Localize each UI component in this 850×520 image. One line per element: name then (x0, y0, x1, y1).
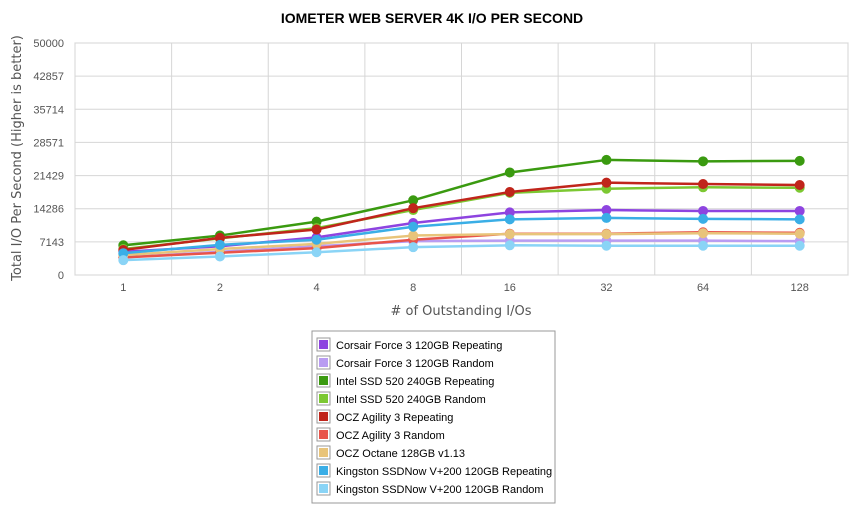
data-point (504, 167, 515, 178)
series-line (123, 231, 800, 257)
legend-swatch (319, 484, 328, 493)
data-point (504, 229, 515, 240)
data-point (214, 239, 225, 250)
y-tick-labels: 0 7143 14286 21429 28571 35714 42857 50000 (33, 38, 64, 282)
y-tick-label: 42857 (33, 71, 64, 83)
data-point (504, 240, 515, 251)
y-tick-label: 50000 (33, 38, 64, 50)
y-tick-label: 14286 (33, 204, 64, 216)
data-point (504, 214, 515, 225)
legend-swatch (319, 358, 328, 367)
legend-item: OCZ Octane 128GB v1.13 (316, 445, 465, 460)
legend-label: OCZ Agility 3 Random (336, 430, 445, 442)
legend-label: Kingston SSDNow V+200 120GB Random (336, 484, 544, 496)
series-line (123, 181, 800, 252)
data-point (118, 255, 129, 266)
data-point (408, 221, 419, 232)
x-tick-label: 16 (504, 282, 516, 294)
legend-label: Corsair Force 3 120GB Random (336, 358, 494, 370)
y-tick-label: 0 (58, 270, 64, 282)
chart-title: IOMETER WEB SERVER 4K I/O PER SECOND (281, 10, 583, 26)
data-point (698, 213, 709, 224)
legend-label: Intel SSD 520 240GB Random (336, 394, 486, 406)
legend-item: Kingston SSDNow V+200 120GB Repeating (316, 463, 552, 478)
data-point (794, 179, 805, 190)
x-tick-label: 4 (314, 282, 320, 294)
x-tick-label: 128 (791, 282, 809, 294)
series-line (123, 244, 800, 262)
data-point (794, 228, 805, 239)
data-point (601, 212, 612, 223)
data-point (698, 179, 709, 190)
legend-label: OCZ Octane 128GB v1.13 (336, 448, 465, 460)
grid (74, 42, 849, 276)
legend-item: Corsair Force 3 120GB Random (316, 355, 494, 370)
legend-swatch (319, 340, 328, 349)
data-point (311, 234, 322, 245)
data-point (794, 240, 805, 251)
x-tick-labels: 1 2 4 8 16 32 64 128 (120, 282, 809, 294)
data-point (698, 240, 709, 251)
legend-swatch (319, 430, 328, 439)
data-point (408, 203, 419, 214)
legend-item: Kingston SSDNow V+200 120GB Random (316, 481, 544, 496)
x-axis-label: # of Outstanding I/Os (390, 304, 531, 319)
data-point (794, 155, 805, 166)
data-point (504, 186, 515, 197)
x-tick-label: 1 (120, 282, 126, 294)
x-tick-label: 2 (217, 282, 223, 294)
series-group (118, 154, 805, 266)
series-line (123, 216, 800, 255)
legend-swatch (319, 448, 328, 457)
data-point (794, 205, 805, 216)
y-axis-label: Total I/O Per Second (Higher is better) (10, 35, 25, 282)
legend-item: Intel SSD 520 240GB Random (316, 391, 486, 406)
data-point (311, 224, 322, 235)
x-tick-label: 8 (410, 282, 416, 294)
x-tick-label: 64 (697, 282, 709, 294)
legend-label: OCZ Agility 3 Repeating (336, 412, 453, 424)
y-tick-label: 7143 (40, 237, 64, 249)
series-8 (118, 212, 805, 259)
data-point (311, 247, 322, 258)
data-point (601, 154, 612, 165)
data-point (601, 240, 612, 251)
legend-swatch (319, 394, 328, 403)
legend-label: Kingston SSDNow V+200 120GB Repeating (336, 466, 552, 478)
legend-label: Corsair Force 3 120GB Repeating (336, 340, 502, 352)
legend-item: Intel SSD 520 240GB Repeating (316, 373, 494, 388)
x-tick-label: 32 (600, 282, 612, 294)
data-point (698, 156, 709, 167)
y-tick-label: 28571 (33, 137, 64, 149)
legend-swatch (319, 466, 328, 475)
legend-item: OCZ Agility 3 Random (316, 427, 445, 442)
legend-item: OCZ Agility 3 Repeating (316, 409, 453, 424)
y-tick-label: 35714 (33, 104, 64, 116)
series-line (123, 158, 800, 247)
data-point (601, 229, 612, 240)
legend-swatch (319, 376, 328, 385)
series-9 (118, 240, 805, 266)
legend-label: Intel SSD 520 240GB Repeating (336, 376, 494, 388)
legend-item: Corsair Force 3 120GB Repeating (316, 337, 502, 352)
data-point (794, 214, 805, 225)
legend-swatch (319, 412, 328, 421)
legend: Corsair Force 3 120GB Repeating Corsair F… (311, 330, 556, 504)
data-point (698, 228, 709, 239)
legend-box (311, 330, 556, 504)
data-point (214, 251, 225, 262)
data-point (408, 230, 419, 241)
y-tick-label: 21429 (33, 171, 64, 183)
data-point (408, 242, 419, 253)
data-point (601, 177, 612, 188)
